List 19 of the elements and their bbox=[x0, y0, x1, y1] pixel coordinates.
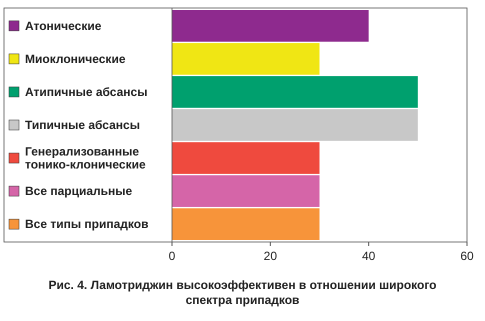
bar bbox=[172, 208, 320, 240]
y-tick-label: Все парциальные bbox=[25, 184, 133, 198]
bar bbox=[172, 175, 320, 207]
x-tick-label: 40 bbox=[362, 249, 376, 263]
bar bbox=[172, 10, 369, 42]
y-tick-label: Типичные абсансы bbox=[25, 118, 140, 132]
y-tick-label: Атипичные абсансы bbox=[25, 84, 148, 99]
bar bbox=[172, 43, 320, 75]
text: Рис. 4. Ламотриджин высокоэффективен в отношении широкого спектра припадков bbox=[48, 278, 436, 307]
y-tick-label: Миоклонические bbox=[25, 52, 126, 66]
x-tick-label: 20 bbox=[264, 249, 278, 263]
x-tick-label: 0 bbox=[168, 249, 176, 263]
bar bbox=[172, 76, 418, 108]
y-tick-label: Генерализованные тонико-клонические bbox=[25, 144, 146, 172]
x-tick-label: 60 bbox=[460, 249, 474, 263]
bar bbox=[172, 109, 418, 141]
y-tick-label: Все типы припадков bbox=[25, 217, 148, 232]
bar bbox=[172, 142, 320, 174]
y-tick-label: Атонические bbox=[25, 18, 102, 33]
